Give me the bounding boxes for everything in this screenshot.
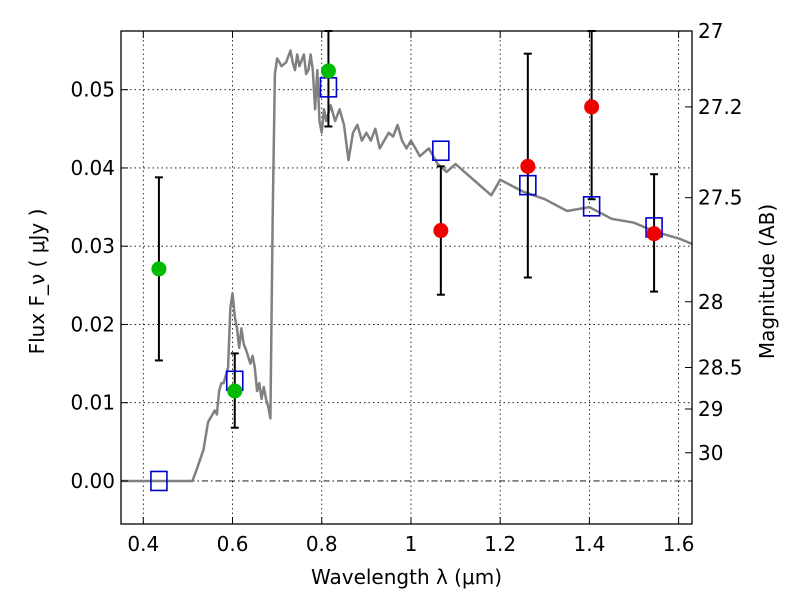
model-photometry-squares [150, 77, 663, 492]
model-photometry-square [150, 470, 168, 492]
observed-photometry-points [151, 63, 662, 399]
green-photometry-point [151, 261, 167, 277]
green-photometry-point [227, 383, 243, 399]
y-axis-ticks: 0.00 0.01 0.02 0.03 0.04 0.05 [70, 78, 128, 493]
model-photometry-square [432, 140, 450, 162]
y-tick-label: 0.00 [70, 469, 115, 493]
right-tick-label: 28 [698, 290, 723, 314]
right-tick-label: 28.5 [698, 355, 743, 379]
x-axis-ticks: 0.4 0.6 0.8 1 1.2 1.4 1.6 [127, 31, 695, 556]
y-tick-label: 0.03 [70, 234, 115, 258]
y-tick-label: 0.04 [70, 156, 115, 180]
red-photometry-point [584, 99, 600, 115]
model-photometry-square [582, 195, 601, 217]
right-axis-title: Magnitude (AB) [755, 204, 779, 359]
y-tick-label: 0.01 [70, 391, 115, 415]
x-axis-title: Wavelength λ (μm) [311, 565, 502, 589]
x-tick-label: 1.6 [663, 532, 695, 556]
red-photometry-point [646, 226, 662, 242]
x-tick-label: 1.2 [484, 532, 516, 556]
sed-model-line [121, 49, 693, 483]
right-tick-label: 27.2 [698, 95, 743, 119]
y-tick-label: 0.05 [70, 78, 115, 102]
x-tick-label: 0.8 [306, 532, 338, 556]
right-axis-ticks: 27 27.2 27.5 28 28.5 29 30 [685, 19, 743, 465]
x-tick-label: 0.6 [217, 532, 249, 556]
y-axis-title: Flux F_ν ( μJy ) [25, 209, 49, 355]
model-photometry-square [519, 174, 537, 196]
green-photometry-point [320, 63, 336, 79]
x-tick-label: 0.4 [127, 532, 159, 556]
x-tick-label: 1.4 [573, 532, 605, 556]
right-tick-label: 30 [698, 441, 723, 465]
red-photometry-point [433, 223, 449, 239]
x-tick-label: 1 [405, 532, 418, 556]
right-tick-label: 29 [698, 397, 723, 421]
right-tick-label: 27.5 [698, 186, 743, 210]
sed-model [121, 49, 693, 483]
y-tick-label: 0.02 [70, 312, 115, 336]
right-tick-label: 27 [698, 19, 723, 43]
plot-frame [120, 30, 693, 525]
red-photometry-point [520, 158, 536, 174]
